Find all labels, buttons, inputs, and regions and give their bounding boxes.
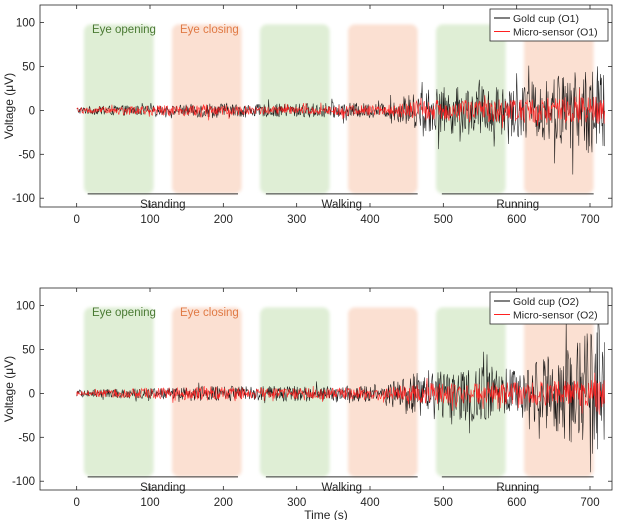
x-tick-label: 100 (140, 214, 159, 226)
phase-box (260, 24, 330, 194)
y-tick-label: -50 (18, 432, 35, 444)
x-tick-label: 400 (360, 214, 379, 226)
series-line (76, 65, 605, 175)
x-tick-label: 300 (287, 214, 306, 226)
x-tick-label: 700 (580, 497, 599, 509)
y-axis-label: Voltage (μV) (2, 73, 16, 139)
x-tick-label: 700 (580, 214, 599, 226)
condition-label: Running (496, 199, 539, 211)
x-tick-label: 100 (140, 497, 159, 509)
condition-label: Running (496, 482, 539, 494)
condition-label: Standing (140, 199, 185, 211)
condition-label: Standing (140, 482, 185, 494)
series-line (76, 296, 605, 473)
x-tick-label: 600 (507, 214, 526, 226)
legend-box (489, 291, 609, 325)
x-tick-label: 200 (214, 497, 233, 509)
x-tick-label: 500 (434, 214, 453, 226)
y-tick-label: 100 (16, 301, 35, 313)
x-tick-label: 400 (360, 497, 379, 509)
y-tick-label: 0 (29, 105, 35, 117)
phase-box (84, 307, 154, 477)
legend-label: Gold cup (O2) (513, 296, 579, 308)
phase-label: Eye closing (180, 307, 239, 319)
phase-label: Eye opening (92, 307, 156, 319)
x-tick-label: 500 (434, 497, 453, 509)
x-tick-label: 0 (73, 497, 79, 509)
y-tick-label: 50 (22, 344, 35, 356)
axes-frame (39, 4, 613, 208)
condition-label: Walking (322, 199, 362, 211)
phase-label: Eye opening (92, 24, 156, 36)
x-tick-label: 300 (287, 497, 306, 509)
x-tick-label: 0 (73, 214, 79, 226)
x-axis-label: Time (s) (304, 508, 348, 520)
legend-label: Micro-sensor (O2) (513, 310, 598, 322)
axes-frame (39, 287, 613, 491)
y-axis-label: Voltage (μV) (2, 356, 16, 422)
legend-label: Micro-sensor (O1) (513, 27, 598, 39)
y-tick-label: -50 (18, 149, 35, 161)
series-line (76, 372, 605, 415)
x-tick-label: 200 (214, 214, 233, 226)
phase-label: Eye closing (180, 24, 239, 36)
legend-label: Gold cup (O1) (513, 13, 579, 25)
y-tick-label: 50 (22, 61, 35, 73)
series-line (76, 88, 605, 129)
legend-box (489, 8, 609, 42)
y-tick-label: 0 (29, 388, 35, 400)
x-tick-label: 600 (507, 497, 526, 509)
y-tick-label: -100 (12, 476, 35, 488)
y-tick-label: 100 (16, 18, 35, 30)
condition-label: Walking (322, 482, 362, 494)
y-tick-label: -100 (12, 193, 35, 205)
